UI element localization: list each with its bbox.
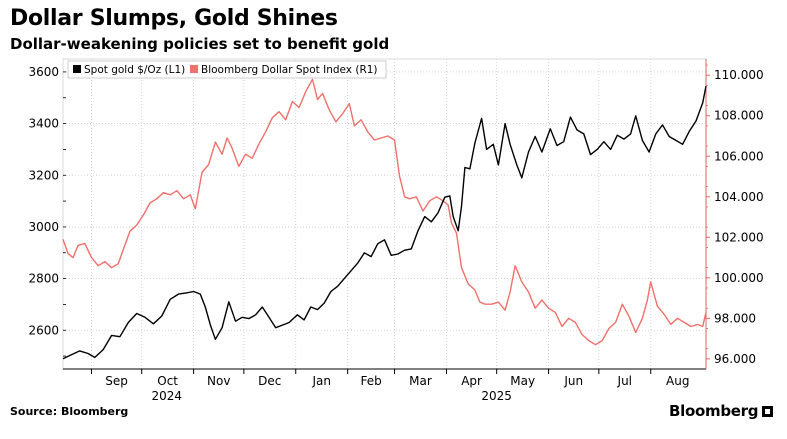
x-tick-label: Nov <box>207 374 230 388</box>
chart-subtitle: Dollar-weakening policies set to benefit… <box>10 35 390 53</box>
left-tick-label: 3400 <box>28 117 59 131</box>
x-tick-label: Apr <box>461 374 482 388</box>
right-tick-label: 104.000 <box>714 190 764 204</box>
right-tick-label: 98.000 <box>714 311 756 325</box>
series-lines <box>62 78 707 360</box>
legend-label-dollar: Bloomberg Dollar Spot Index (R1) <box>201 64 378 76</box>
right-tick-label: 108.000 <box>714 109 764 123</box>
legend: Spot gold $/Oz (L1) Bloomberg Dollar Spo… <box>67 60 387 79</box>
left-tick-label: 2600 <box>28 323 59 337</box>
left-y-ticks: 2600 2800 3000 3200 3400 3600 <box>28 65 66 357</box>
left-tick-label: 3000 <box>28 220 59 234</box>
bloomberg-square-icon <box>762 406 774 417</box>
grid <box>63 59 706 369</box>
year-label: 2024 <box>152 389 183 403</box>
left-tick-label: 3600 <box>28 65 59 79</box>
x-tick-label: Jun <box>563 374 583 388</box>
gold-series-line <box>62 85 707 360</box>
legend-label-gold: Spot gold $/Oz (L1) <box>84 64 185 76</box>
left-tick-label: 3200 <box>28 168 59 182</box>
left-tick-label: 2800 <box>28 272 59 286</box>
x-tick-label: Jul <box>617 374 632 388</box>
x-ticks: Sep Oct Nov Dec Jan Feb Mar Apr May Jun Jul Aug 2024… <box>90 369 689 403</box>
source-note: Source: Bloomberg <box>10 405 129 418</box>
right-tick-label: 110.000 <box>714 68 764 82</box>
legend-swatch-gold <box>73 65 81 73</box>
year-label: 2025 <box>481 389 512 403</box>
plot-frame <box>62 58 707 370</box>
legend-box <box>67 60 387 79</box>
brand-name: Bloomberg <box>669 402 759 420</box>
dollar-series-line <box>62 78 707 346</box>
right-tick-label: 106.000 <box>714 149 764 163</box>
x-tick-label: Aug <box>666 374 689 388</box>
right-tick-label: 96.000 <box>714 352 756 366</box>
x-tick-label: Dec <box>258 374 281 388</box>
right-y-ticks: 96.000 98.000 100.000 102.000 104.000 106.000… <box>706 64 764 366</box>
brand-logo: Bloomberg <box>669 402 774 420</box>
x-tick-label: Feb <box>360 374 381 388</box>
x-tick-label: Oct <box>157 374 178 388</box>
right-tick-label: 100.000 <box>714 271 764 285</box>
right-tick-label: 102.000 <box>714 230 764 244</box>
x-tick-label: May <box>510 374 535 388</box>
chart-title: Dollar Slumps, Gold Shines <box>10 6 338 31</box>
x-tick-label: Jan <box>311 374 331 388</box>
x-tick-label: Sep <box>105 374 128 388</box>
x-tick-label: Mar <box>409 374 432 388</box>
axes <box>62 58 707 370</box>
legend-swatch-dollar <box>190 65 198 73</box>
